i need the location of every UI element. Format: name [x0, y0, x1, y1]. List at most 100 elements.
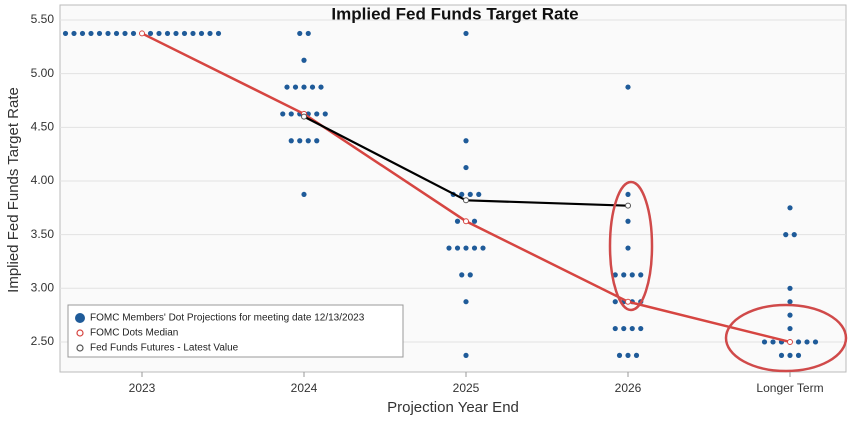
dot	[467, 191, 473, 198]
dot	[463, 299, 469, 305]
dot	[322, 111, 328, 117]
dot	[791, 232, 797, 238]
legend-marker	[76, 344, 84, 352]
dot	[62, 30, 69, 37]
dot	[297, 138, 303, 144]
dot	[173, 30, 179, 37]
x-tick-label: 2023	[129, 381, 156, 395]
dot	[471, 245, 478, 251]
dot	[284, 84, 290, 90]
line-marker	[625, 202, 631, 209]
y-tick-label: 3.00	[31, 280, 55, 294]
dot	[463, 30, 469, 37]
dot	[71, 30, 77, 37]
dot	[770, 339, 776, 345]
dot	[309, 84, 316, 90]
legend-label: FOMC Dots Median	[90, 328, 178, 339]
dot	[113, 30, 120, 37]
dot	[621, 272, 627, 278]
dot	[198, 30, 205, 37]
y-tick-label: 5.00	[31, 66, 55, 80]
dot	[215, 30, 222, 37]
line-marker	[625, 298, 631, 305]
dot	[446, 245, 452, 251]
dot	[454, 245, 461, 251]
dot	[463, 352, 469, 358]
dot	[454, 218, 461, 224]
dot	[612, 325, 618, 332]
dot	[778, 352, 785, 358]
highlight-ellipse	[608, 180, 654, 312]
dot	[463, 245, 469, 251]
y-tick-label: 4.00	[31, 173, 55, 187]
dot	[105, 30, 111, 37]
x-tick-label: 2025	[453, 381, 480, 395]
dot	[301, 57, 307, 63]
dot	[207, 30, 213, 37]
dot	[156, 30, 162, 37]
dot	[305, 138, 311, 144]
dot	[633, 352, 640, 358]
dot	[761, 339, 768, 345]
dot	[783, 232, 789, 238]
legend-marker	[75, 313, 85, 323]
chart-title: Implied Fed Funds Target Rate	[331, 4, 578, 23]
legend-label: FOMC Members' Dot Projections for meetin…	[90, 313, 365, 324]
x-tick-label: 2024	[291, 381, 318, 395]
dot	[787, 285, 793, 291]
dot	[625, 191, 631, 198]
dot	[616, 352, 623, 358]
marks	[62, 30, 819, 358]
dot	[79, 30, 86, 37]
legend: FOMC Members' Dot Projections for meetin…	[67, 304, 404, 358]
line-marker	[139, 30, 145, 37]
dot	[625, 84, 631, 90]
dot	[292, 84, 299, 90]
dot	[625, 218, 631, 224]
line-marker	[787, 338, 793, 345]
dot	[787, 312, 793, 318]
x-axis-label: Projection Year End	[387, 399, 519, 416]
dot	[96, 30, 103, 37]
dot	[471, 218, 478, 224]
dot	[280, 111, 286, 117]
dot	[297, 30, 303, 37]
y-tick-label: 5.50	[31, 12, 55, 26]
dot	[476, 191, 482, 198]
dot	[629, 325, 635, 332]
dot	[625, 245, 631, 251]
dot	[612, 272, 618, 278]
y-axis-label: Implied Fed Funds Target Rate	[5, 87, 22, 293]
dot	[459, 272, 465, 278]
legend-label: Fed Funds Futures - Latest Value	[90, 343, 239, 354]
highlight-ellipse	[724, 303, 848, 373]
dot	[629, 272, 635, 278]
dot	[164, 30, 171, 37]
dot	[804, 339, 810, 345]
dot	[463, 164, 469, 171]
dot	[463, 138, 469, 144]
dot	[181, 30, 188, 37]
dot	[301, 191, 307, 198]
dot	[288, 138, 294, 144]
dot	[795, 352, 802, 358]
dot	[459, 191, 465, 198]
dot	[88, 30, 94, 37]
line-marker	[463, 218, 469, 225]
legend-box	[67, 304, 404, 358]
dot	[122, 30, 128, 37]
dot	[314, 111, 320, 117]
legend-marker	[76, 329, 84, 337]
y-tick-label: 3.50	[31, 227, 55, 241]
x-tick-label: 2026	[615, 381, 642, 395]
dot	[314, 138, 320, 144]
dot	[787, 205, 793, 211]
dot	[625, 352, 631, 358]
dot	[288, 111, 294, 117]
dot	[190, 30, 196, 37]
line-marker	[463, 197, 469, 204]
dot	[612, 299, 618, 305]
dot	[812, 339, 819, 345]
dot	[795, 339, 802, 345]
